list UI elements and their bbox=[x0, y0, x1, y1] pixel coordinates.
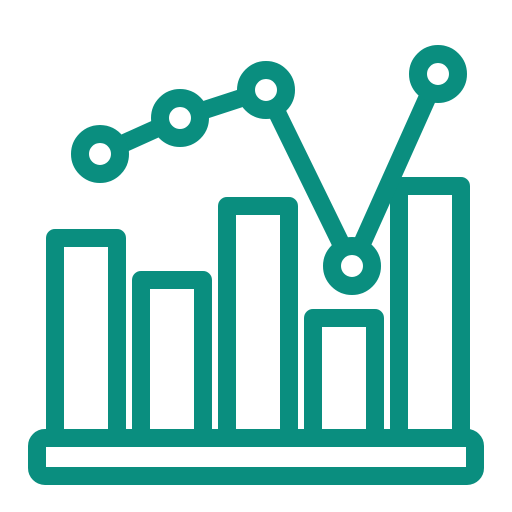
chart-node-1 bbox=[80, 134, 120, 174]
analytics-chart-icon bbox=[0, 0, 512, 512]
chart-node-5 bbox=[418, 54, 458, 94]
chart-svg bbox=[0, 0, 512, 512]
chart-node-3 bbox=[246, 70, 286, 110]
chart-node-4 bbox=[332, 246, 372, 286]
chart-node-2 bbox=[160, 98, 200, 138]
